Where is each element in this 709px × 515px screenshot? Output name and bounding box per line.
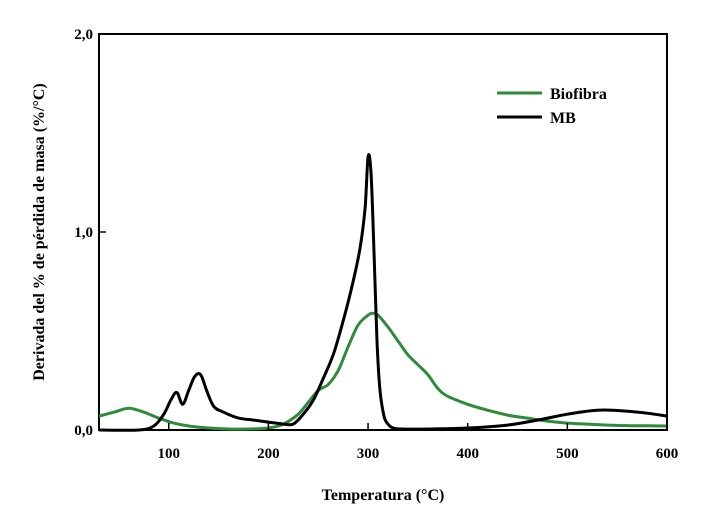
x-tick-label: 400 <box>456 446 479 462</box>
y-tick-label: 0,0 <box>74 423 93 439</box>
legend-label-biofibra: Biofibra <box>550 86 607 103</box>
series-line-mb <box>98 153 668 432</box>
y-axis: 0,0 1,0 2,0 <box>74 27 106 439</box>
x-tick-label: 100 <box>158 446 181 462</box>
x-axis: 100 200 300 400 500 600 <box>158 423 679 462</box>
y-tick-label: 1,0 <box>74 225 93 241</box>
y-axis-title: Derivada del % de pérdida de masa (%/°C) <box>31 83 48 381</box>
legend: Biofibra MB <box>497 86 607 127</box>
x-tick-label: 600 <box>656 446 679 462</box>
x-axis-title: Temperatura (°C) <box>322 487 445 504</box>
plot-area-frame <box>98 33 668 431</box>
legend-label-mb: MB <box>550 110 576 127</box>
x-tick-label: 500 <box>556 446 579 462</box>
x-tick-label: 200 <box>257 446 280 462</box>
series-layer <box>98 153 668 432</box>
y-tick-label: 2,0 <box>74 27 93 43</box>
x-tick-label: 300 <box>357 446 380 462</box>
